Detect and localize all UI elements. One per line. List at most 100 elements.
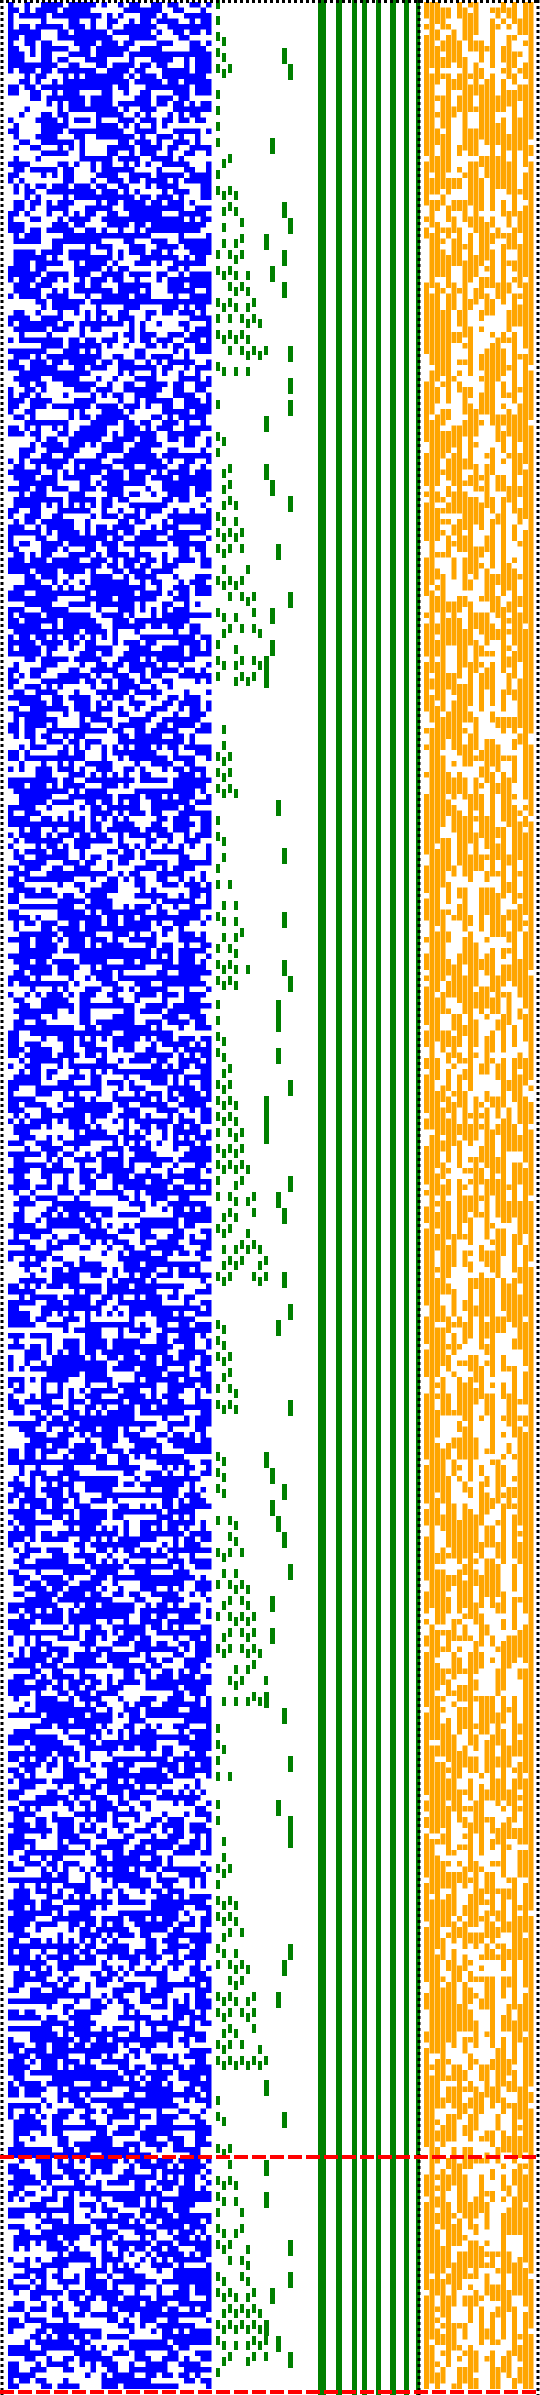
blue-bit-cell xyxy=(206,898,212,904)
blue-bit-cell xyxy=(140,29,151,35)
blue-bit-cell xyxy=(134,623,146,629)
blue-bit-cell xyxy=(112,1047,118,1053)
blue-bit-cell xyxy=(57,1311,63,1317)
blue-bit-cell xyxy=(63,458,69,464)
blue-bit-cell xyxy=(46,651,52,657)
blue-bit-cell xyxy=(184,1404,201,1410)
blue-bit-cell xyxy=(184,1151,201,1157)
blue-bit-cell xyxy=(156,2,162,8)
blue-bit-cell xyxy=(189,431,201,437)
blue-bit-cell xyxy=(46,1437,63,1443)
blue-bit-cell xyxy=(118,359,124,365)
blue-bit-cell xyxy=(101,486,113,492)
blue-bit-cell xyxy=(85,1767,91,1773)
blue-bit-cell xyxy=(107,865,113,871)
blue-bit-cell xyxy=(206,1558,212,1564)
blue-bit-cell xyxy=(101,1349,113,1355)
blue-bit-cell xyxy=(96,376,102,382)
blue-bit-cell xyxy=(167,1107,179,1113)
blue-bit-cell xyxy=(129,436,135,442)
blue-bit-cell xyxy=(8,634,14,640)
blue-bit-cell xyxy=(96,1547,107,1553)
blue-bit-cell xyxy=(96,915,102,921)
blue-bit-cell xyxy=(35,1641,47,1647)
blue-bit-cell xyxy=(206,1311,212,1317)
blue-bit-cell xyxy=(206,689,212,695)
blue-bit-cell xyxy=(140,535,151,541)
blue-bit-cell xyxy=(85,79,91,85)
blue-bit-cell xyxy=(140,766,146,772)
blue-bit-cell xyxy=(112,777,118,783)
blue-bit-cell xyxy=(24,1492,36,1498)
blue-bit-cell xyxy=(167,117,173,123)
blue-bit-cell xyxy=(24,409,30,415)
blue-bit-cell xyxy=(74,1789,80,1795)
blue-bit-cell xyxy=(167,51,173,57)
blue-bit-cell xyxy=(112,1784,118,1790)
blue-bit-cell xyxy=(178,1058,190,1064)
blue-bit-cell xyxy=(8,392,14,398)
blue-bit-cell xyxy=(35,1415,47,1421)
blue-bit-cell xyxy=(123,1778,129,1784)
blue-bit-cell xyxy=(107,1289,124,1295)
blue-bit-cell xyxy=(129,1080,135,1086)
blue-bit-cell xyxy=(151,1019,157,1025)
blue-bit-cell xyxy=(173,51,206,57)
blue-bit-cell xyxy=(151,1366,168,1372)
blue-bit-cell xyxy=(134,744,151,750)
blue-bit-cell xyxy=(167,1547,173,1553)
blue-bit-cell xyxy=(134,788,157,794)
blue-bit-cell xyxy=(145,508,162,514)
blue-bit-cell xyxy=(35,992,41,998)
blue-bit-cell xyxy=(90,541,96,547)
blue-bit-cell xyxy=(57,1272,63,1278)
blue-bit-cell xyxy=(140,909,146,915)
blue-bit-cell xyxy=(8,645,14,651)
blue-bit-cell xyxy=(195,79,201,85)
blue-bit-cell xyxy=(118,1278,124,1284)
blue-bit-cell xyxy=(151,673,162,679)
blue-bit-cell xyxy=(101,761,113,767)
blue-bit-cell xyxy=(52,618,58,624)
blue-bit-cell xyxy=(79,618,85,624)
blue-bit-cell xyxy=(35,403,47,409)
blue-bit-cell xyxy=(52,436,58,442)
blue-bit-cell xyxy=(112,909,118,915)
blue-bit-cell xyxy=(173,755,179,761)
blue-bit-cell xyxy=(52,359,63,365)
blue-bit-cell xyxy=(30,1410,41,1416)
blue-bit-cell xyxy=(19,1151,25,1157)
blue-bit-cell xyxy=(206,1613,212,1619)
blue-bit-cell xyxy=(134,1591,140,1597)
blue-bit-cell xyxy=(151,332,157,338)
blue-bit-cell xyxy=(173,1212,195,1218)
blue-bit-cell xyxy=(123,1179,129,1185)
blue-bit-cell xyxy=(167,535,184,541)
blue-bit-cell xyxy=(101,1492,118,1498)
blue-bit-cell xyxy=(200,1580,206,1586)
blue-bit-cell xyxy=(63,1828,74,1834)
blue-bit-cell xyxy=(118,1828,124,1834)
blue-bit-cell xyxy=(24,1052,30,1058)
blue-bit-cell xyxy=(13,1399,19,1405)
blue-bit-cell xyxy=(178,799,184,805)
blue-bit-cell xyxy=(79,101,85,107)
blue-bit-cell xyxy=(112,1267,118,1273)
blue-bit-cell xyxy=(101,1795,107,1801)
blue-bit-cell xyxy=(178,106,184,112)
blue-bit-cell xyxy=(184,178,190,184)
blue-bit-cell xyxy=(52,827,58,833)
blue-bit-cell xyxy=(74,871,96,877)
blue-bit-cell xyxy=(57,1487,63,1493)
blue-bit-cell xyxy=(13,1410,25,1416)
blue-bit-cell xyxy=(96,1003,113,1009)
blue-bit-cell xyxy=(118,1421,124,1427)
blue-bit-cell xyxy=(134,1118,162,1124)
blue-bit-cell xyxy=(151,810,157,816)
blue-bit-cell xyxy=(101,205,113,211)
blue-bit-cell xyxy=(140,205,173,211)
blue-bit-cell xyxy=(63,238,80,244)
blue-bit-cell xyxy=(35,1822,47,1828)
blue-bit-cell xyxy=(8,117,14,123)
blue-bit-cell xyxy=(63,1635,69,1641)
